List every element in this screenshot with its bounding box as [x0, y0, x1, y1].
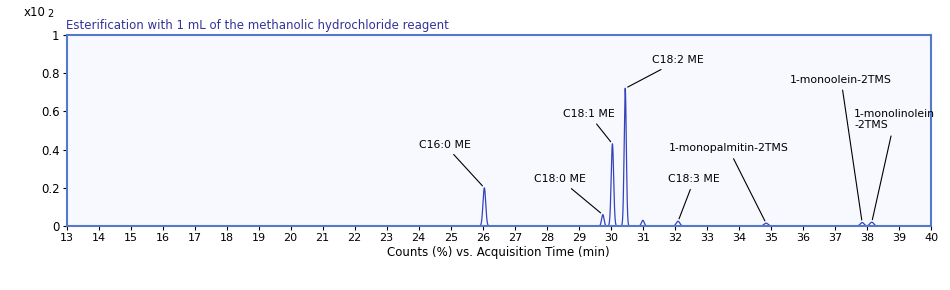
Text: Esterification with 1 mL of the methanolic hydrochloride reagent: Esterification with 1 mL of the methanol… [66, 19, 449, 32]
Text: 1-monolinolein
-2TMS: 1-monolinolein -2TMS [854, 109, 935, 220]
Text: 2: 2 [48, 10, 54, 19]
Text: C18:3 ME: C18:3 ME [669, 174, 720, 219]
Text: 1-monopalmitin-2TMS: 1-monopalmitin-2TMS [669, 144, 788, 221]
Text: x10: x10 [23, 6, 46, 19]
Text: C18:0 ME: C18:0 ME [534, 174, 600, 213]
Text: C18:2 ME: C18:2 ME [628, 55, 704, 87]
Text: C16:0 ME: C16:0 ME [419, 140, 483, 186]
Text: 1-monoolein-2TMS: 1-monoolein-2TMS [790, 75, 892, 220]
Text: C18:1 ME: C18:1 ME [562, 109, 615, 142]
X-axis label: Counts (%) vs. Acquisition Time (min): Counts (%) vs. Acquisition Time (min) [388, 246, 610, 259]
